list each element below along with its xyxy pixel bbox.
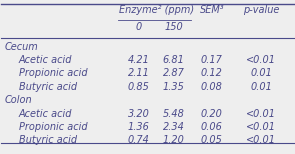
Text: 150: 150 [164,22,183,32]
Text: 0.17: 0.17 [201,55,223,65]
Text: 2.87: 2.87 [163,69,185,79]
Text: Cecum: Cecum [4,42,38,52]
Text: Butyric acid: Butyric acid [19,82,77,92]
Text: 0.12: 0.12 [201,69,223,79]
Text: 0.01: 0.01 [250,69,272,79]
Text: Acetic acid: Acetic acid [19,109,72,119]
Text: Acetic acid: Acetic acid [19,55,72,65]
Text: 2.34: 2.34 [163,122,185,132]
Text: 1.36: 1.36 [128,122,150,132]
Text: <0.01: <0.01 [246,135,276,145]
Text: 0.08: 0.08 [201,82,223,92]
Text: 6.81: 6.81 [163,55,185,65]
Text: SEM³: SEM³ [199,5,224,15]
Text: 3.20: 3.20 [128,109,150,119]
Text: <0.01: <0.01 [246,109,276,119]
Text: Propionic acid: Propionic acid [19,69,88,79]
Text: 4.21: 4.21 [128,55,150,65]
Text: <0.01: <0.01 [246,122,276,132]
Text: 0.01: 0.01 [250,82,272,92]
Text: 0.20: 0.20 [201,109,223,119]
Text: <0.01: <0.01 [246,55,276,65]
Text: 1.20: 1.20 [163,135,185,145]
Text: 2.11: 2.11 [128,69,150,79]
Text: 0.85: 0.85 [128,82,150,92]
Text: 1.35: 1.35 [163,82,185,92]
Text: 0.06: 0.06 [201,122,223,132]
Text: 0: 0 [136,22,142,32]
Text: Colon: Colon [4,95,32,105]
Text: p-value: p-value [243,5,280,15]
Text: 0.05: 0.05 [201,135,223,145]
Text: Butyric acid: Butyric acid [19,135,77,145]
Text: Enzyme² (ppm): Enzyme² (ppm) [119,5,194,15]
Text: 0.74: 0.74 [128,135,150,145]
Text: 5.48: 5.48 [163,109,185,119]
Text: Propionic acid: Propionic acid [19,122,88,132]
